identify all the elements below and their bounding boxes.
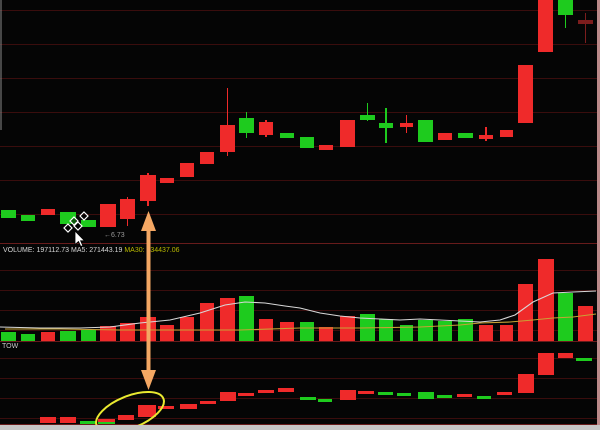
candle-body (578, 20, 593, 24)
price-marker-label: ←6.73 (104, 232, 125, 239)
gridline (0, 214, 600, 215)
tower-bar (238, 393, 254, 396)
volume-indicator-header: VOLUME: 197112.73 MA5: 271443.19 MA30: 1… (3, 246, 180, 255)
tower-bar (300, 397, 316, 400)
gridline (0, 180, 600, 181)
pane-divider (0, 424, 600, 425)
tower-bar (40, 417, 56, 423)
gridline (0, 358, 600, 359)
candle-wick (366, 103, 369, 121)
tower-bar (397, 393, 411, 396)
tower-bar (258, 390, 274, 393)
tower-bar (158, 406, 174, 409)
tower-bar (538, 353, 554, 375)
tower-bar (60, 417, 76, 423)
tower-bar (477, 396, 491, 399)
tower-bar (518, 374, 534, 393)
tower-bar (358, 391, 374, 394)
candle-body (220, 125, 235, 152)
candle-body (100, 204, 116, 227)
tower-bar (437, 395, 452, 398)
candle-wick (226, 88, 229, 156)
candle-body (538, 0, 553, 52)
candle-body (1, 210, 16, 218)
gridline (0, 10, 600, 11)
tower-bar (378, 392, 393, 395)
candle-body (379, 123, 393, 128)
candle-body (518, 65, 533, 123)
candle-body (300, 137, 314, 148)
gridline (0, 78, 600, 79)
tower-pane-label: TOW (2, 343, 19, 350)
gridline (0, 44, 600, 45)
tower-bar (457, 394, 472, 397)
candle-body (479, 135, 493, 139)
candle-body (81, 220, 96, 227)
bottom-edge-strip (0, 425, 600, 430)
candle-body (400, 123, 413, 127)
candle-body (140, 175, 156, 201)
volume-bar (41, 332, 55, 341)
candle-body (438, 133, 452, 140)
left-edge-strip (0, 0, 2, 130)
candle-body (160, 178, 174, 183)
gridline (0, 378, 600, 379)
volume-bar (21, 334, 35, 341)
tower-bar (318, 399, 332, 402)
candle-body (41, 209, 55, 215)
candle-body (340, 120, 355, 147)
tower-bar (497, 392, 512, 395)
candle-body (259, 122, 273, 135)
candle-body (458, 133, 473, 138)
candle-body (360, 115, 375, 120)
candle-body (558, 0, 573, 15)
candle-body (239, 118, 254, 133)
volume-bar (81, 330, 96, 341)
tower-bar (80, 421, 96, 424)
volume-bar (1, 332, 16, 341)
gridline (0, 270, 600, 271)
candle-body (500, 130, 513, 137)
candle-body (319, 145, 333, 150)
volume-bar (60, 331, 76, 341)
tower-bar (558, 353, 573, 358)
candle-body (21, 215, 35, 221)
tower-bar (418, 392, 434, 399)
tower-bar (180, 404, 197, 409)
tower-bar (278, 388, 294, 392)
pane-divider (0, 341, 600, 342)
ma5-value-label: MA5: 271443.19 (70, 247, 123, 254)
candle-wick (485, 127, 487, 141)
gridline (0, 418, 600, 419)
candle-body (200, 152, 214, 164)
candle-body (120, 199, 135, 219)
candle-body (418, 120, 433, 142)
ma30-value-label: MA30: 134437.06 (124, 247, 180, 254)
volume-value-label: VOLUME: 197112.73 (3, 247, 70, 254)
tower-bar (200, 401, 216, 404)
tower-bar (340, 390, 356, 400)
candle-wick (584, 13, 587, 43)
tower-bar (220, 392, 236, 401)
candle-body (280, 133, 294, 138)
pane-divider (0, 243, 600, 244)
right-edge-strip (597, 0, 600, 426)
candle-body (180, 163, 194, 177)
gridline (0, 112, 600, 113)
tower-bar (576, 358, 592, 361)
